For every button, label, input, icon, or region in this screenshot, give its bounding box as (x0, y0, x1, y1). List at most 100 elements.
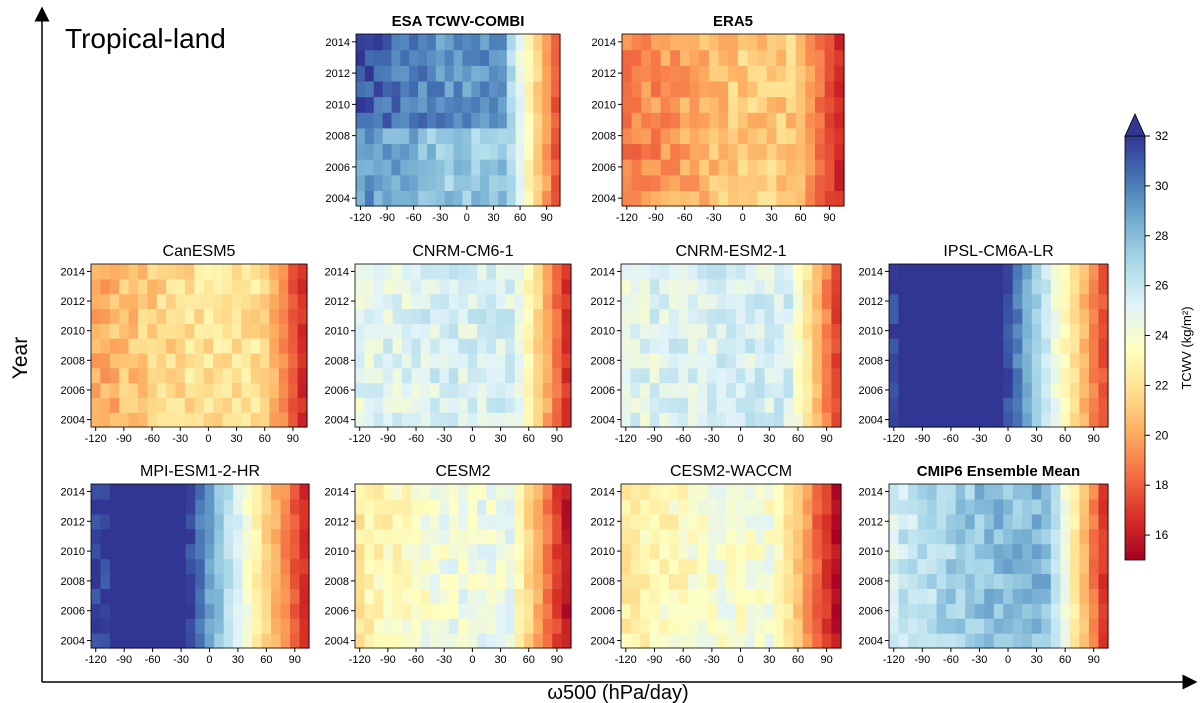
heatmap-cell (552, 367, 563, 384)
heatmap-cell (649, 498, 660, 515)
heatmap-cell (917, 513, 928, 530)
heatmap-cell (241, 338, 252, 354)
heatmap-cell (166, 293, 177, 310)
heatmap-cell (278, 338, 289, 354)
heatmap-cell (1041, 528, 1052, 545)
heatmap-cell (908, 338, 919, 354)
heatmap-cell (514, 588, 525, 604)
heatmap-cell (204, 603, 215, 619)
heatmap-cell (373, 382, 384, 398)
heatmap-cell (1031, 264, 1042, 280)
heatmap-cell (1060, 352, 1071, 369)
heatmap-cell (166, 618, 177, 634)
heatmap-cell (641, 143, 652, 160)
heatmap-cell (993, 338, 1004, 354)
heatmap-cell (467, 558, 478, 575)
heatmap-cell (214, 573, 225, 589)
heatmap-cell (984, 412, 995, 428)
heatmap-cell (533, 367, 544, 384)
heatmap-cell (699, 34, 710, 51)
heatmap-cell (497, 96, 508, 113)
heatmap-cell (462, 127, 472, 145)
heatmap-cell (222, 278, 233, 295)
heatmap-cell (1041, 352, 1052, 369)
heatmap-cell (697, 352, 708, 369)
heatmap-cell (927, 278, 938, 295)
heatmap-cell (176, 588, 187, 604)
heatmap-cell (1088, 382, 1100, 398)
heatmap-cell (1022, 308, 1033, 324)
heatmap-cell (551, 80, 561, 98)
heatmap-cell (783, 558, 794, 575)
heatmap-cell (533, 96, 543, 113)
heatmap-cell (1031, 338, 1042, 354)
heatmap-cell (280, 603, 291, 619)
heatmap-cell (458, 308, 469, 324)
heatmap-cell (766, 96, 778, 113)
panel-title: MPI-ESM1-2-HR (140, 463, 260, 480)
heatmap-cell (630, 633, 641, 649)
heatmap-cell (222, 352, 233, 369)
heatmap-cell (1088, 338, 1100, 354)
heatmap-cell (993, 573, 1004, 589)
heatmap-cell (679, 112, 691, 129)
heatmap-cell (497, 143, 508, 160)
x-tick-label: 30 (494, 654, 506, 666)
heatmap-cell (1041, 588, 1052, 604)
heatmap-cell (364, 80, 375, 98)
x-tick-label: -90 (379, 212, 395, 224)
heatmap-cell (430, 498, 441, 515)
heatmap-cell (898, 367, 909, 384)
heatmap-cell (1003, 558, 1014, 575)
heatmap-cell (477, 352, 488, 369)
heatmap-cell (467, 528, 478, 545)
heatmap-cell (364, 308, 375, 324)
heatmap-cell (241, 264, 252, 280)
heatmap-cell (679, 34, 691, 51)
heatmap-cell (533, 174, 543, 191)
heatmap-cell (156, 338, 167, 354)
heatmap-cell (917, 323, 928, 339)
heatmap-cell (630, 498, 641, 515)
heatmap-cell (802, 618, 813, 634)
heatmap-cell (233, 588, 244, 604)
heatmap-cell (774, 573, 785, 589)
heatmap-cell (166, 633, 177, 649)
heatmap-cell (659, 558, 670, 575)
x-tick-label: -60 (677, 212, 693, 224)
heatmap-cell (668, 588, 679, 604)
heatmap-cell (214, 484, 225, 500)
heatmap-cell (382, 34, 393, 51)
heatmap-cell (984, 633, 995, 649)
heatmap-cell (195, 528, 206, 545)
heatmap-cell (1022, 484, 1033, 500)
heatmap-cell (109, 498, 121, 515)
heatmap-cell (91, 352, 101, 369)
heatmap-cell (1003, 338, 1014, 354)
heatmap-cell (477, 367, 488, 384)
heatmap-cell (542, 80, 552, 98)
heatmap-cell (91, 618, 102, 634)
heatmap-cell (119, 382, 130, 398)
heatmap-cell (834, 34, 845, 51)
panel-title: CanESM5 (163, 243, 236, 260)
heatmap-cell (936, 498, 947, 515)
heatmap-cell (737, 80, 749, 98)
heatmap-cell (1003, 397, 1014, 413)
heatmap-cell (176, 528, 187, 545)
heatmap-cell (542, 34, 552, 51)
heatmap-cell (812, 558, 823, 575)
heatmap-cell (812, 278, 823, 295)
heatmap-cell (515, 174, 526, 191)
heatmap-cell (660, 65, 671, 82)
heatmap-cell (252, 618, 263, 634)
x-tick-label: -30 (173, 654, 189, 666)
heatmap-cell (471, 65, 481, 82)
x-tick-label: -60 (408, 433, 424, 445)
heatmap-cell (946, 308, 957, 324)
heatmap-cell (774, 412, 785, 428)
heatmap-cell (699, 96, 710, 113)
heatmap-cell (356, 159, 366, 176)
heatmap-cell (821, 412, 833, 428)
heatmap-cell (699, 80, 710, 98)
